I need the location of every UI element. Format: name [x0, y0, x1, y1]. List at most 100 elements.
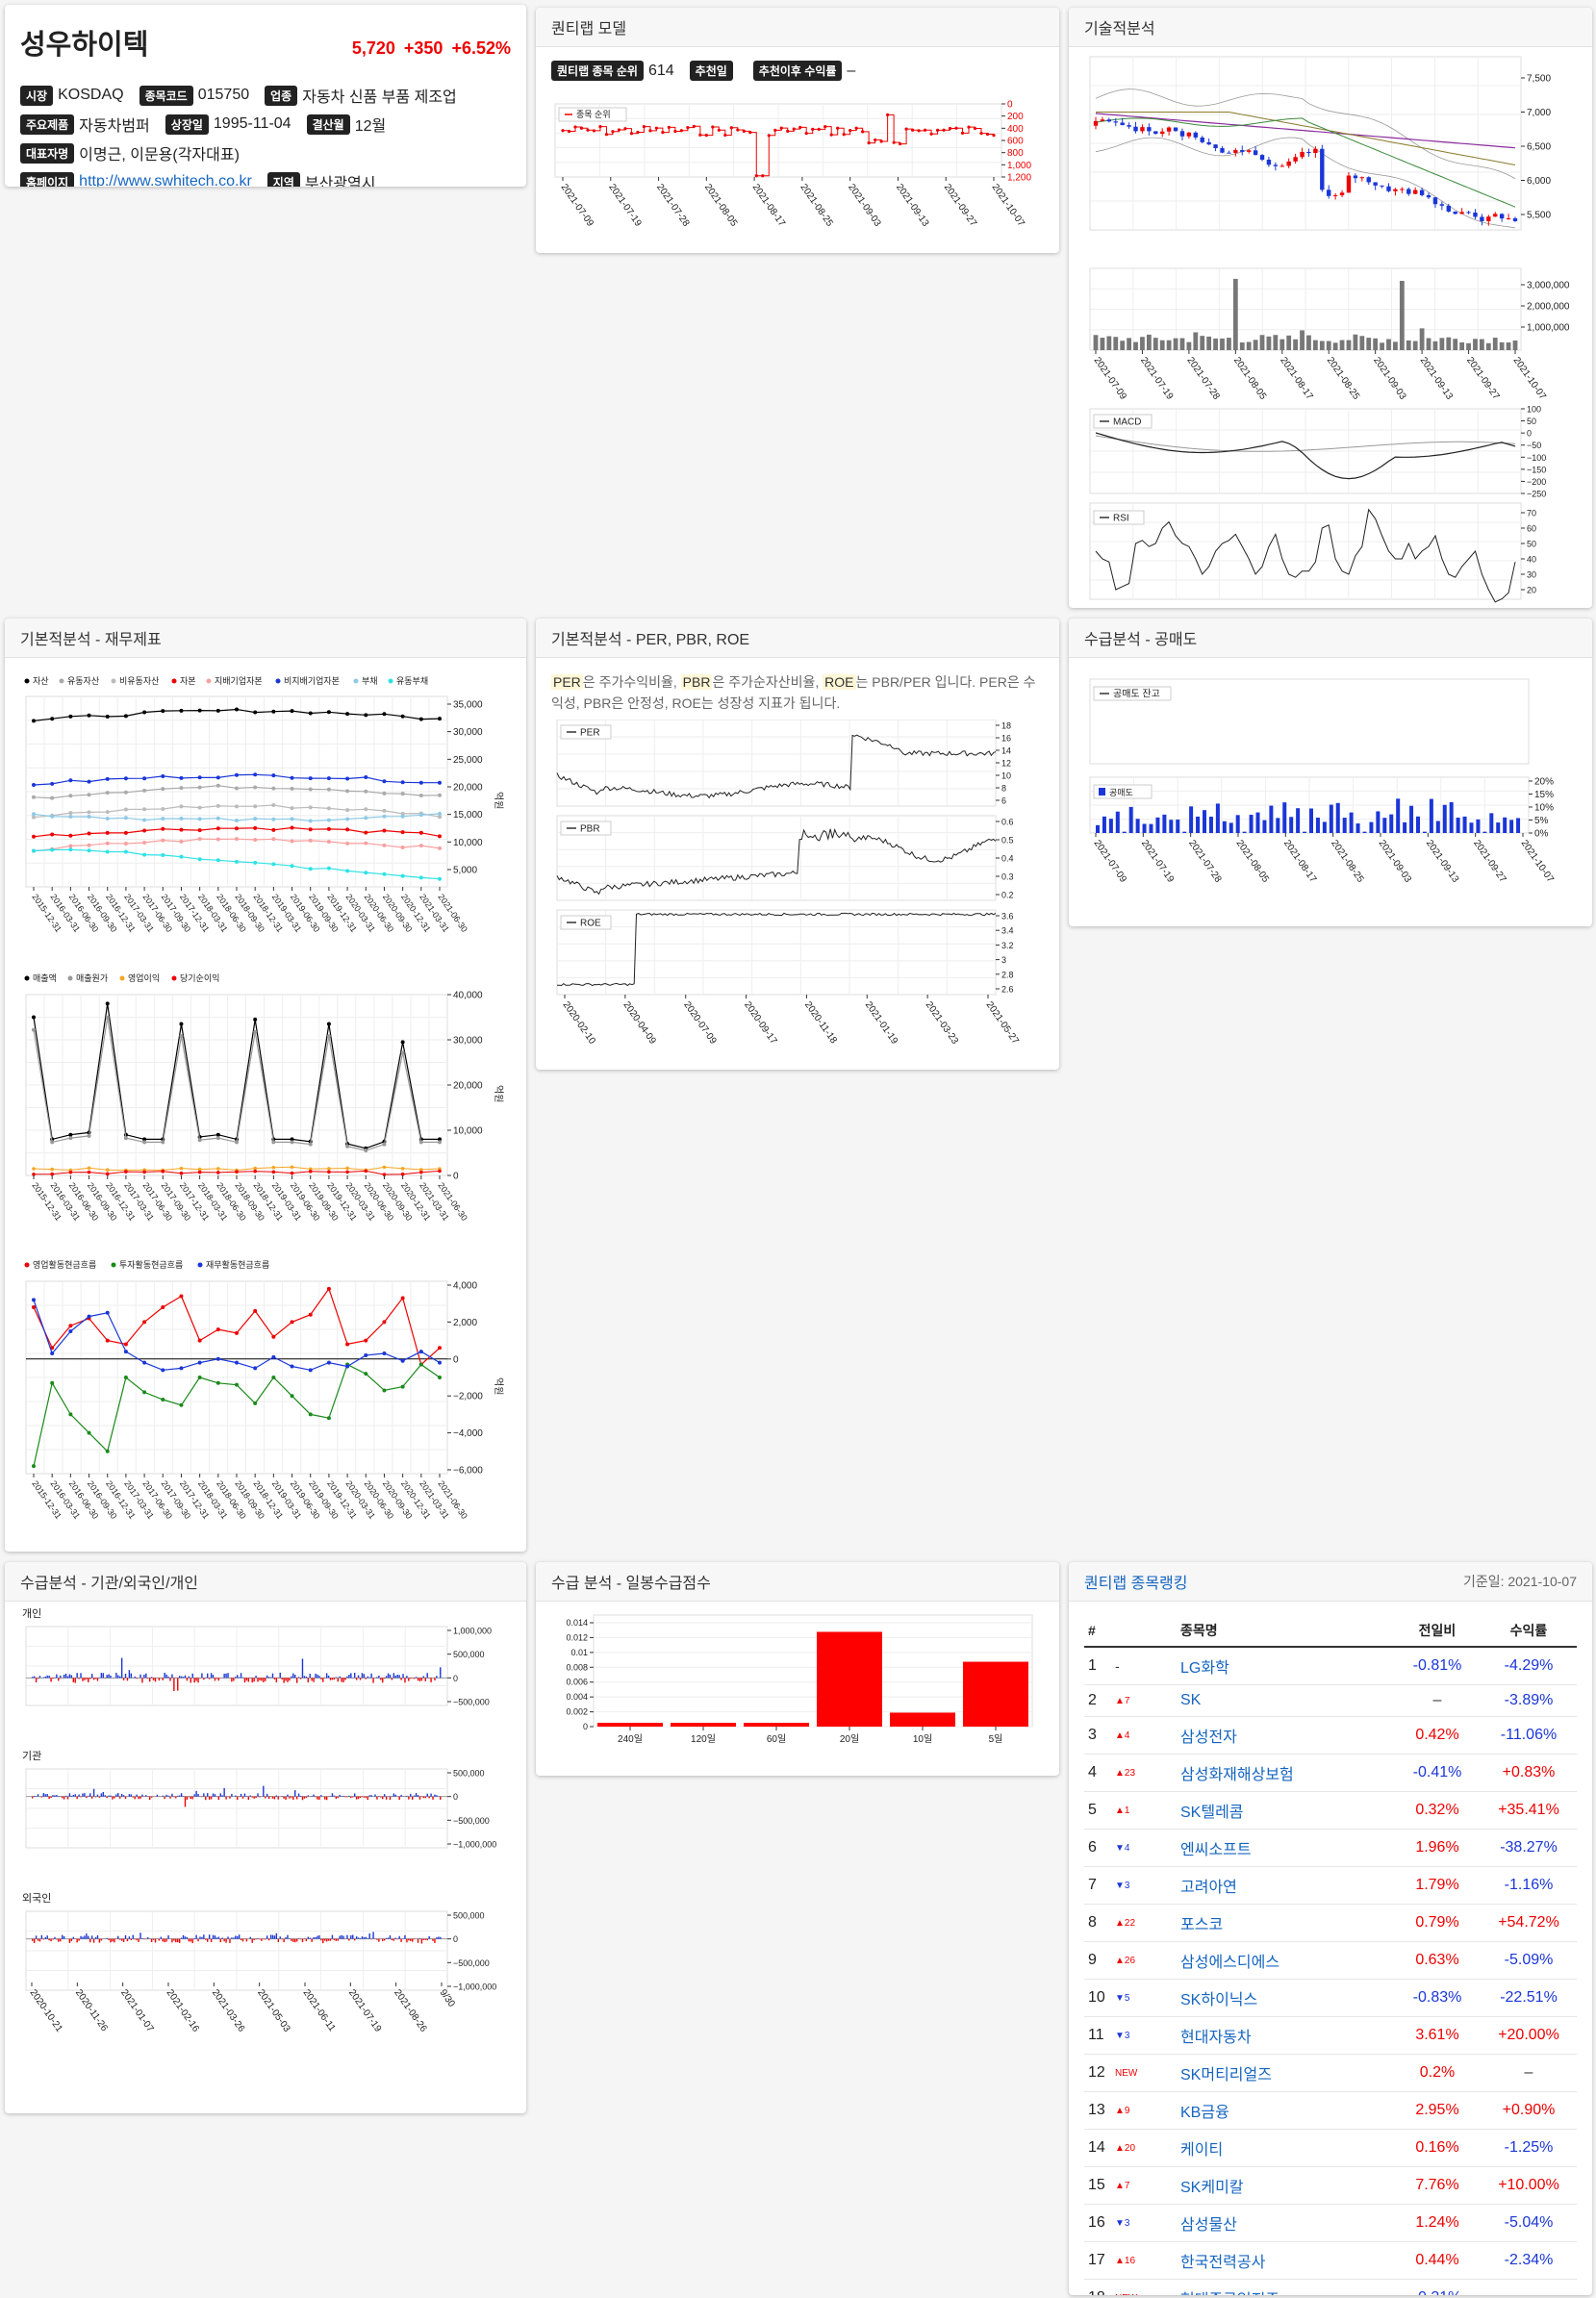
series-point — [308, 867, 313, 871]
y-tick-label: −250 — [1527, 490, 1546, 499]
flow-bar — [169, 1678, 171, 1681]
series-point — [215, 1327, 220, 1332]
table-row[interactable]: 18NEW현대중공업지주-0.31%– — [1084, 2279, 1577, 2295]
flow-bar — [48, 1675, 50, 1679]
short-bar — [1456, 818, 1460, 833]
rank-point — [673, 129, 677, 134]
table-row[interactable]: 12 NEW SK머티리얼즈 0.2% – — [1084, 2054, 1577, 2092]
table-row[interactable]: 16 ▼3 삼성물산 1.24% -5.04% — [1084, 2204, 1577, 2242]
stock-link[interactable]: LG화학 — [1177, 1647, 1394, 1685]
y-tick-label: 6,000 — [1527, 176, 1551, 187]
stock-link[interactable]: 삼성물산 — [1177, 2204, 1394, 2242]
flow-bar — [355, 1796, 358, 1800]
series-point — [418, 717, 423, 721]
series-point — [364, 1169, 368, 1174]
table-row[interactable]: 17 ▲16 한국전력공사 0.44% -2.34% — [1084, 2241, 1577, 2280]
flow-bar — [365, 1678, 367, 1679]
flow-bar — [251, 1678, 253, 1683]
table-row[interactable]: 15 ▲7 SK케미칼 7.76% +10.00% — [1084, 2166, 1577, 2205]
flow-bar — [82, 1793, 84, 1797]
stock-link[interactable]: 엔씨소프트 — [1177, 1829, 1394, 1867]
flow-bar — [331, 1793, 334, 1797]
stock-link[interactable]: 현대자동차 — [1177, 2016, 1394, 2055]
volume-bar — [1306, 335, 1311, 350]
flow-bar — [56, 1674, 58, 1679]
flow-bar — [320, 1678, 322, 1679]
flow-bar — [64, 1795, 67, 1797]
stock-link[interactable]: 케이티 — [1177, 2129, 1394, 2167]
flow-bar — [299, 1795, 302, 1797]
volume-bar — [1253, 340, 1258, 350]
candle-body — [1100, 119, 1105, 121]
table-row[interactable]: 4 ▲23 삼성화재해상보험 -0.41% +0.83% — [1084, 1754, 1577, 1792]
series-point — [161, 807, 165, 812]
stock-link[interactable]: 삼성화재해상보험 — [1177, 1754, 1394, 1792]
candle-body — [1380, 185, 1384, 187]
homepage-link[interactable]: http://www.swhitech.co.kr — [79, 173, 252, 187]
flow-bar — [396, 1674, 398, 1679]
flow-bar — [138, 1938, 139, 1942]
stock-link[interactable]: SK텔레콤 — [1177, 1791, 1394, 1830]
rank-point — [561, 129, 565, 133]
stock-link[interactable]: SK하이닉스 — [1177, 1979, 1394, 2017]
table-row[interactable]: 14 ▲20 케이티 0.16% -1.25% — [1084, 2129, 1577, 2167]
flow-bar — [398, 1675, 400, 1679]
table-row[interactable]: 6 ▼4 엔씨소프트 1.96% -38.27% — [1084, 1829, 1577, 1867]
listing-tag: 상장일 — [165, 114, 209, 135]
table-row[interactable]: 1- LG화학 -0.81% -4.29% — [1084, 1647, 1577, 1685]
stock-link[interactable]: SK — [1177, 1684, 1394, 1717]
volume-bar — [1366, 338, 1372, 350]
rank-change: ▲23 — [1111, 1754, 1177, 1792]
flow-bar — [315, 1673, 317, 1679]
table-row[interactable]: 8 ▲22 포스코 0.79% +54.72% — [1084, 1904, 1577, 1942]
series-point — [400, 1296, 405, 1301]
table-row[interactable]: 9 ▲26 삼성에스디에스 0.63% -5.09% — [1084, 1941, 1577, 1980]
volume-bar — [1492, 338, 1498, 350]
stock-link[interactable]: SK머티리얼즈 — [1177, 2054, 1394, 2092]
flow-bar — [396, 1938, 398, 1940]
legend-label: 유동부채 — [396, 676, 428, 686]
table-row[interactable]: 10 ▼5 SK하이닉스 -0.83% -22.51% — [1084, 1979, 1577, 2017]
flow-bar — [368, 1677, 370, 1679]
flow-bar — [400, 1794, 402, 1797]
flow-bar — [171, 1793, 173, 1797]
candle-body — [1480, 216, 1484, 221]
rank-point — [773, 128, 777, 132]
legend-dot — [111, 678, 116, 684]
return-rate: -5.04% — [1481, 2204, 1577, 2242]
flow-bar — [197, 1938, 199, 1942]
stock-link[interactable]: SK케미칼 — [1177, 2166, 1394, 2205]
return-rate: -2.34% — [1481, 2241, 1577, 2280]
x-tick-label: 2021-08-17 — [1278, 355, 1315, 402]
stock-link[interactable]: 한국전력공사 — [1177, 2241, 1394, 2280]
flow-bar — [33, 1795, 36, 1797]
stock-link[interactable]: 삼성에스디에스 — [1177, 1941, 1394, 1980]
stock-link[interactable]: 현대중공업지주 — [1177, 2279, 1394, 2295]
flow-bar — [410, 1678, 412, 1679]
table-row[interactable]: 13 ▲9 KB금융 2.95% +0.90% — [1084, 2091, 1577, 2130]
stock-link[interactable]: 고려아연 — [1177, 1866, 1394, 1905]
series-point — [87, 1430, 91, 1435]
product-tag: 주요제품 — [20, 114, 75, 135]
table-row[interactable]: 7 ▼3 고려아연 1.79% -1.16% — [1084, 1866, 1577, 1905]
flow-bar — [424, 1796, 426, 1799]
table-row[interactable]: 3 ▲4 삼성전자 0.42% -11.06% — [1084, 1716, 1577, 1755]
rec-return-value: – — [847, 62, 856, 79]
flow-bar — [78, 1678, 80, 1679]
flow-bar — [60, 1938, 62, 1942]
stock-link[interactable]: 포스코 — [1177, 1904, 1394, 1942]
rank-point — [748, 131, 752, 135]
ratio-plot — [556, 720, 997, 807]
flow-bar — [271, 1934, 274, 1939]
flow-bar — [210, 1938, 213, 1943]
table-row[interactable]: 2 ▲7 SK – -3.89% — [1084, 1684, 1577, 1717]
candle-body — [1327, 189, 1331, 196]
stock-link[interactable]: KB금융 — [1177, 2091, 1394, 2130]
flow-bar — [363, 1674, 366, 1679]
stock-link[interactable]: 삼성전자 — [1177, 1716, 1394, 1755]
day-change: 0.2% — [1394, 2054, 1481, 2092]
flow-bar — [341, 1678, 342, 1682]
table-row[interactable]: 11 ▼3 현대자동차 3.61% +20.00% — [1084, 2016, 1577, 2055]
table-row[interactable]: 5 ▲1 SK텔레콤 0.32% +35.41% — [1084, 1791, 1577, 1830]
